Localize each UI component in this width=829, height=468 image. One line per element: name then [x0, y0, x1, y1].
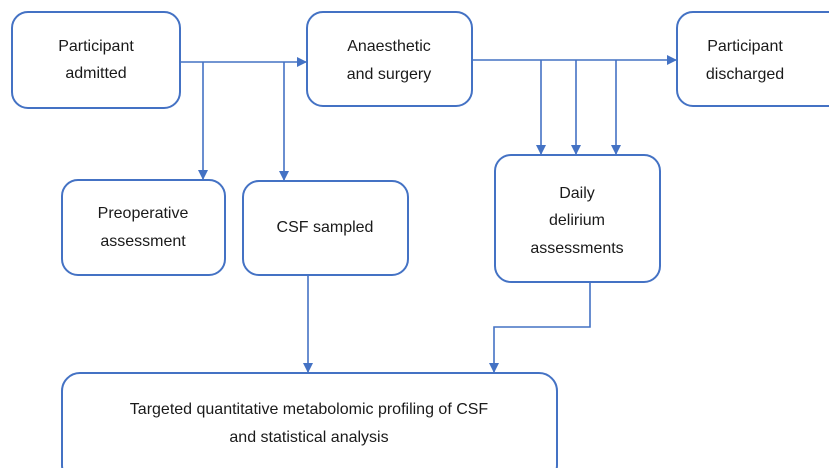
- node-label: discharged: [706, 66, 784, 83]
- node-label: admitted: [65, 65, 126, 82]
- node-label: CSF sampled: [277, 219, 374, 236]
- node-label: Targeted quantitative metabolomic profil…: [130, 401, 489, 418]
- node-label: Participant: [707, 38, 783, 55]
- node-box: [61, 372, 558, 468]
- node-label: Daily: [559, 185, 595, 202]
- node-box: [306, 11, 473, 107]
- node-box: [494, 154, 661, 283]
- node-label: assessment: [100, 233, 186, 250]
- node-box: [11, 11, 181, 109]
- node-label: assessments: [530, 240, 623, 257]
- node-label: and surgery: [347, 66, 432, 83]
- node-label: Preoperative: [98, 205, 189, 222]
- node-label: delirium: [549, 212, 605, 229]
- node-box: [676, 11, 829, 107]
- node-label: Anaesthetic: [347, 38, 431, 55]
- node-label: Participant: [58, 38, 134, 55]
- node-box: [242, 180, 409, 276]
- node-label: and statistical analysis: [229, 429, 388, 446]
- arrow: [489, 282, 591, 373]
- node-box: [61, 179, 226, 276]
